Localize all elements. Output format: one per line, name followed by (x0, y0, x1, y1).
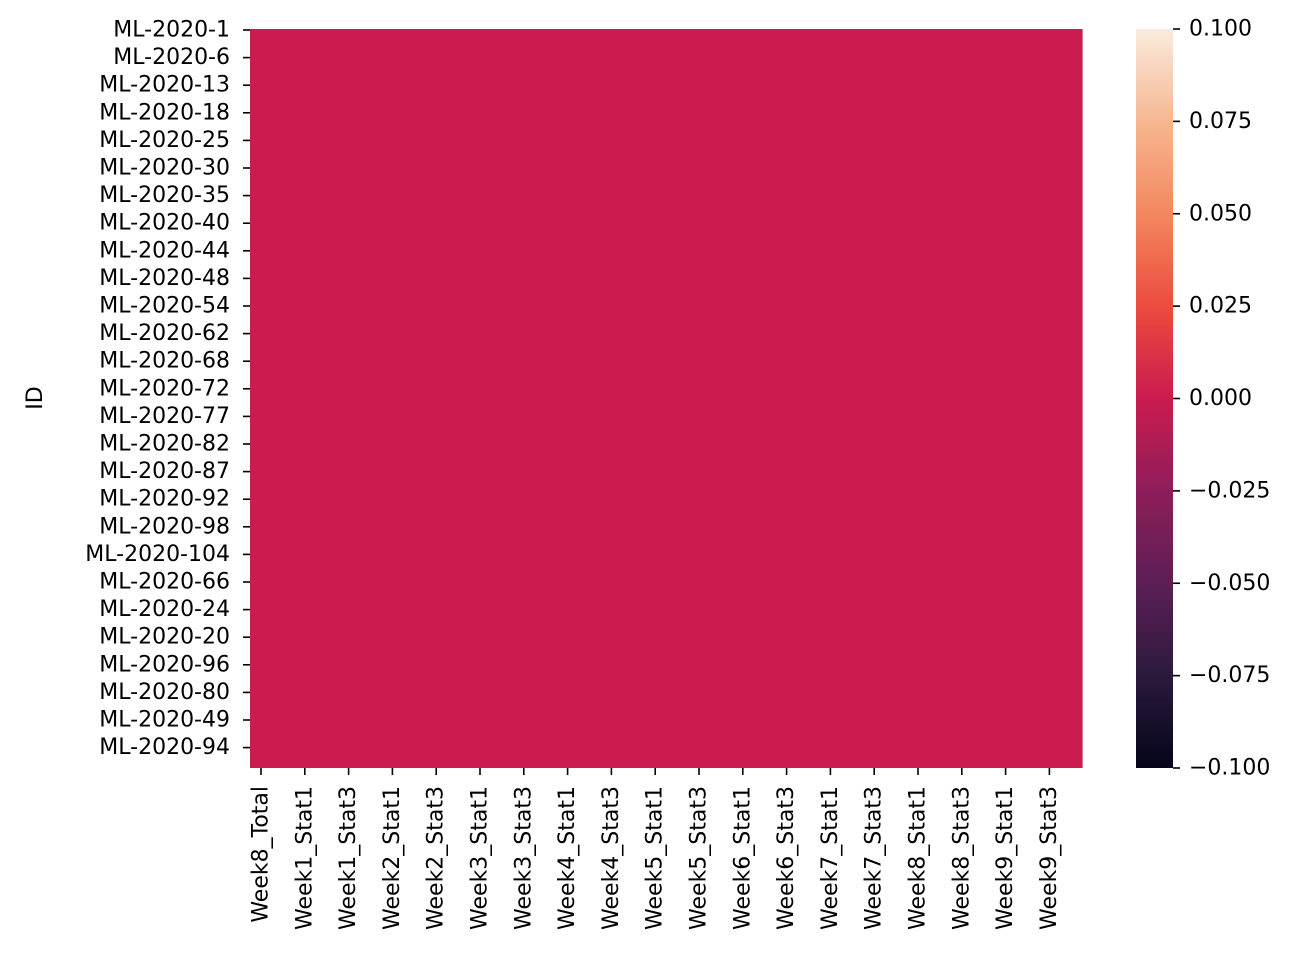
colorbar-tick-label: −0.100 (1189, 756, 1270, 781)
colorbar-tick-label: 0.075 (1189, 109, 1252, 134)
x-tick-label: Week5_Stat1 (643, 786, 668, 930)
heatmap-cell-column (906, 29, 952, 768)
x-tick-label: Week5_Stat3 (687, 786, 712, 930)
y-tick-label: ML-2020-20 (99, 625, 230, 650)
y-tick-label: ML-2020-96 (99, 652, 230, 677)
heatmap-cell-column (994, 29, 1039, 768)
heatmap-cell-column (863, 29, 908, 768)
y-tick-label: ML-2020-54 (99, 294, 230, 319)
x-tick-label: Week1_Stat3 (336, 786, 361, 930)
y-tick-label: ML-2020-1 (113, 18, 230, 43)
y-tick-label: ML-2020-87 (99, 459, 230, 484)
heatmap-cell-column (1038, 29, 1083, 768)
heatmap-cell-column (425, 29, 470, 768)
x-tick-label: Week4_Stat1 (555, 786, 580, 930)
y-tick-label: ML-2020-98 (99, 514, 230, 539)
y-axis-label: ID (23, 386, 48, 409)
heatmap-cell-column (337, 29, 382, 768)
y-tick-label: ML-2020-18 (99, 100, 230, 125)
colorbar (1136, 29, 1173, 768)
heatmap-cell-column (468, 29, 514, 768)
x-tick-label: Week8_Stat3 (949, 786, 974, 930)
colorbar-tick-label: 0.000 (1189, 386, 1252, 411)
heatmap-cell-column (687, 29, 733, 768)
y-tick-label: ML-2020-25 (99, 128, 230, 153)
y-tick-label: ML-2020-62 (99, 321, 230, 346)
x-tick-label: Week7_Stat3 (862, 786, 887, 930)
x-tick-label: Week8_Total (249, 786, 274, 923)
y-tick-label: ML-2020-49 (99, 708, 230, 733)
x-tick-label: Week9_Stat3 (1037, 786, 1062, 930)
y-tick-label: ML-2020-77 (99, 404, 230, 429)
colorbar-axis: 0.100 0.075 0.050 0.025 0.000 −0.025 −0.050 −0.… (1173, 17, 1270, 781)
y-tick-label: ML-2020-72 (99, 376, 230, 401)
heatmap-cells (250, 29, 1083, 768)
y-tick-label: ML-2020-40 (99, 211, 230, 236)
y-tick-label: ML-2020-66 (99, 570, 230, 595)
heatmap-cell-column (600, 29, 645, 768)
y-tick-label: ML-2020-94 (99, 735, 230, 760)
y-tick-label: ML-2020-80 (99, 680, 230, 705)
heatmap-cell-column (381, 29, 426, 768)
heatmap-cell-column (731, 29, 777, 768)
y-tick-label: ML-2020-30 (99, 156, 230, 181)
x-tick-label: Week4_Stat3 (599, 786, 624, 930)
y-tick-label: ML-2020-24 (99, 597, 230, 622)
colorbar-tick-label: −0.050 (1189, 571, 1270, 596)
x-tick-label: Week1_Stat1 (292, 786, 317, 930)
y-tick-label: ML-2020-82 (99, 432, 230, 457)
x-tick-label: Week2_Stat1 (380, 786, 405, 930)
y-tick-label: ML-2020-104 (85, 542, 230, 567)
x-tick-label: Week3_Stat3 (511, 786, 536, 930)
colorbar-tick-label: −0.025 (1189, 478, 1270, 503)
x-axis: Week8_Total Week1_Stat1 Week1_Stat3 Week2_S… (249, 768, 1062, 930)
x-tick-label: Week6_Stat3 (774, 786, 799, 930)
y-tick-label: ML-2020-68 (99, 349, 230, 374)
y-tick-label: ML-2020-13 (99, 73, 230, 98)
colorbar-tick-label: 0.100 (1189, 17, 1252, 42)
x-tick-label: Week8_Stat1 (906, 786, 931, 930)
colorbar-tick-label: 0.050 (1189, 201, 1252, 226)
y-tick-label: ML-2020-35 (99, 183, 230, 208)
heatmap-cell-column (250, 29, 295, 768)
x-tick-label: Week3_Stat1 (468, 786, 493, 930)
heatmap-cell-column (775, 29, 820, 768)
x-tick-label: Week6_Stat1 (730, 786, 755, 930)
heatmap-cell-column (644, 29, 689, 768)
y-tick-label: ML-2020-44 (99, 238, 230, 263)
colorbar-tick-label: −0.075 (1189, 663, 1270, 688)
heatmap-cell-column (950, 29, 996, 768)
y-tick-label: ML-2020-92 (99, 487, 230, 512)
x-tick-label: Week9_Stat1 (993, 786, 1018, 930)
heatmap-cell-column (293, 29, 339, 768)
x-tick-label: Week7_Stat1 (818, 786, 843, 930)
y-tick-label: ML-2020-48 (99, 266, 230, 291)
x-tick-label: Week2_Stat3 (424, 786, 449, 930)
heatmap-cell-column (556, 29, 601, 768)
heatmap-cell-column (819, 29, 864, 768)
heatmap-cell-column (512, 29, 558, 768)
y-tick-label: ML-2020-6 (113, 45, 230, 70)
colorbar-tick-label: 0.025 (1189, 294, 1252, 319)
